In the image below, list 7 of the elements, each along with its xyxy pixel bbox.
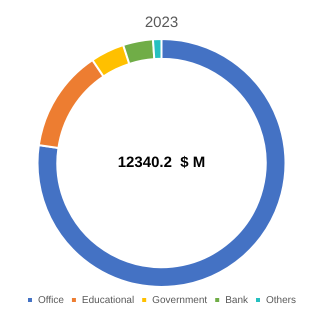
- legend-label: Bank: [225, 294, 250, 306]
- legend-label: Educational: [82, 294, 134, 306]
- legend-label: Government: [152, 294, 208, 306]
- legend-label: Others: [266, 294, 296, 306]
- text: 12340.2 $ M: [118, 154, 206, 172]
- legend-label: Office: [38, 294, 64, 306]
- chart-title: 2023: [144, 14, 178, 32]
